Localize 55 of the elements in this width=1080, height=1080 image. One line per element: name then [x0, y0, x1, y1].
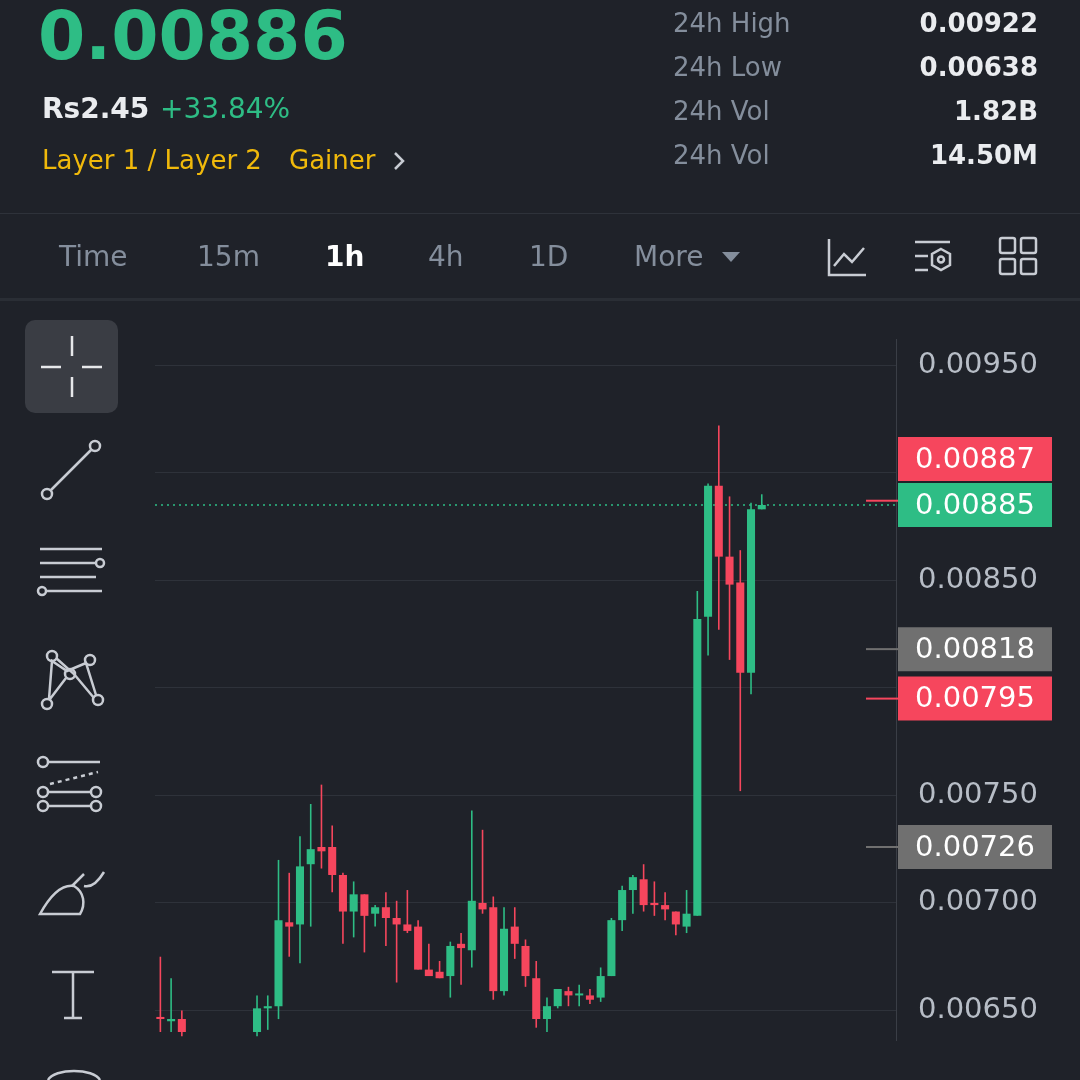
candlestick	[349, 880, 358, 939]
text: 15m	[197, 240, 260, 273]
text: 1D	[529, 240, 569, 273]
ref-line-label: 0.00887	[915, 440, 1035, 475]
candlestick	[596, 966, 605, 1003]
candlestick	[478, 829, 487, 915]
candlestick	[457, 932, 466, 986]
candlestick	[650, 880, 659, 917]
text: More	[634, 240, 704, 273]
candlestick	[360, 893, 369, 954]
candlestick	[628, 874, 637, 915]
chart-title: 0.00886	[38, 0, 348, 75]
text: 24h Low	[673, 52, 783, 82]
text: 24h High	[673, 8, 791, 38]
candlestick	[317, 783, 326, 870]
candlestick	[371, 904, 380, 928]
text: 24h Vol	[673, 140, 770, 170]
candlestick	[156, 955, 165, 1033]
y-tick-label: 0.00700	[918, 883, 1038, 918]
text: Time	[59, 240, 128, 273]
ref-line-label: 0.00818	[915, 630, 1035, 665]
ref-line-label: 0.00795	[915, 680, 1035, 715]
candlestick	[564, 986, 573, 1007]
candlestick	[682, 889, 691, 934]
text: 14.50M	[929, 140, 1038, 170]
candlestick	[661, 891, 670, 921]
y-tick-label: 0.00650	[918, 991, 1038, 1026]
text: Layer 1 / Layer 2	[42, 145, 262, 175]
ref-line-label: 0.00726	[915, 828, 1035, 863]
candlestick	[542, 996, 552, 1033]
text: Gainer	[289, 145, 376, 175]
candlestick	[392, 899, 401, 984]
candlestick	[575, 983, 584, 1007]
text: 4h	[428, 240, 464, 273]
ref-line-label: 0.00885	[915, 486, 1035, 521]
candlestick	[167, 977, 176, 1033]
y-tick-label: 0.00850	[918, 560, 1038, 595]
candlestick	[177, 1009, 186, 1038]
candlestick	[510, 906, 519, 960]
text: 24h Vol	[673, 96, 770, 126]
y-tick-label: 0.00950	[918, 345, 1038, 380]
candlestick	[403, 889, 412, 934]
text: 1.82B	[954, 96, 1038, 126]
text: 0.00638	[919, 52, 1038, 82]
y-tick-label: 0.00750	[918, 775, 1038, 810]
chart-subtitle: Rs2.45	[42, 92, 150, 125]
candlestick	[424, 943, 433, 977]
text: +33.84%	[160, 92, 291, 125]
text: 0.00922	[919, 8, 1038, 38]
candlestick	[306, 803, 315, 928]
text: 1h	[325, 240, 365, 273]
candlestick	[381, 891, 390, 947]
candlestick	[263, 994, 272, 1031]
candlestick	[253, 994, 262, 1038]
candlestick	[285, 872, 294, 958]
